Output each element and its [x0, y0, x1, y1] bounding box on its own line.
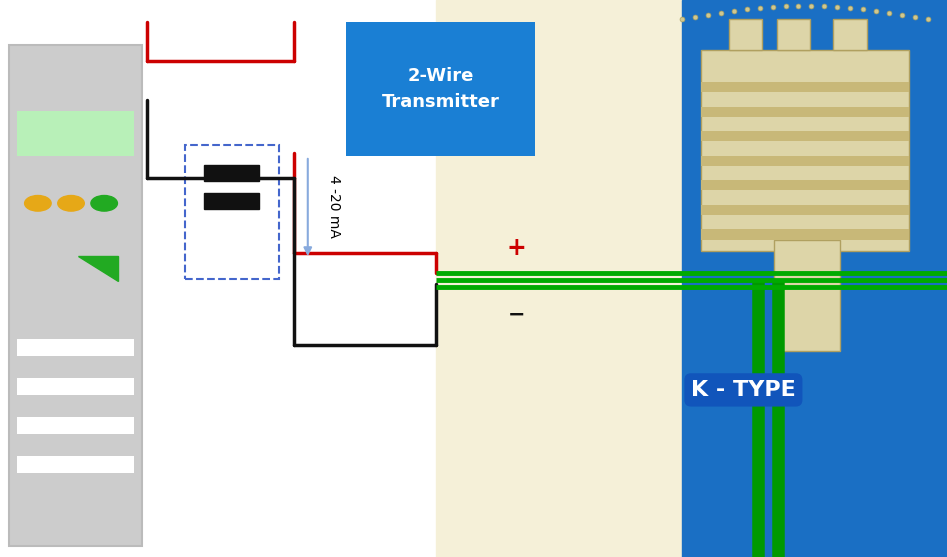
Bar: [701, 156, 909, 166]
Text: −: −: [508, 305, 525, 325]
Polygon shape: [78, 256, 118, 281]
Bar: [204, 193, 259, 209]
Bar: [701, 107, 909, 117]
Bar: [17, 417, 134, 434]
Bar: [682, 0, 947, 557]
Circle shape: [91, 196, 117, 211]
Bar: [185, 145, 279, 278]
Bar: [729, 19, 762, 50]
Text: 2-Wire
Transmitter: 2-Wire Transmitter: [382, 67, 499, 111]
Bar: [436, 0, 682, 557]
Bar: [9, 45, 142, 546]
Bar: [17, 111, 134, 156]
Bar: [17, 339, 134, 356]
Bar: [204, 165, 259, 181]
Bar: [701, 180, 909, 190]
Bar: [774, 240, 840, 351]
Bar: [701, 50, 909, 251]
FancyBboxPatch shape: [346, 22, 535, 156]
Circle shape: [25, 196, 51, 211]
Bar: [17, 378, 134, 395]
Bar: [701, 229, 909, 240]
Text: K - TYPE: K - TYPE: [691, 380, 795, 400]
Bar: [833, 19, 867, 50]
Bar: [701, 131, 909, 141]
Bar: [17, 456, 134, 473]
Circle shape: [58, 196, 84, 211]
Text: 4 -20 mA: 4 -20 mA: [327, 175, 341, 237]
Bar: [701, 82, 909, 92]
Bar: [777, 19, 810, 50]
Text: +: +: [507, 236, 526, 260]
Bar: [701, 205, 909, 215]
